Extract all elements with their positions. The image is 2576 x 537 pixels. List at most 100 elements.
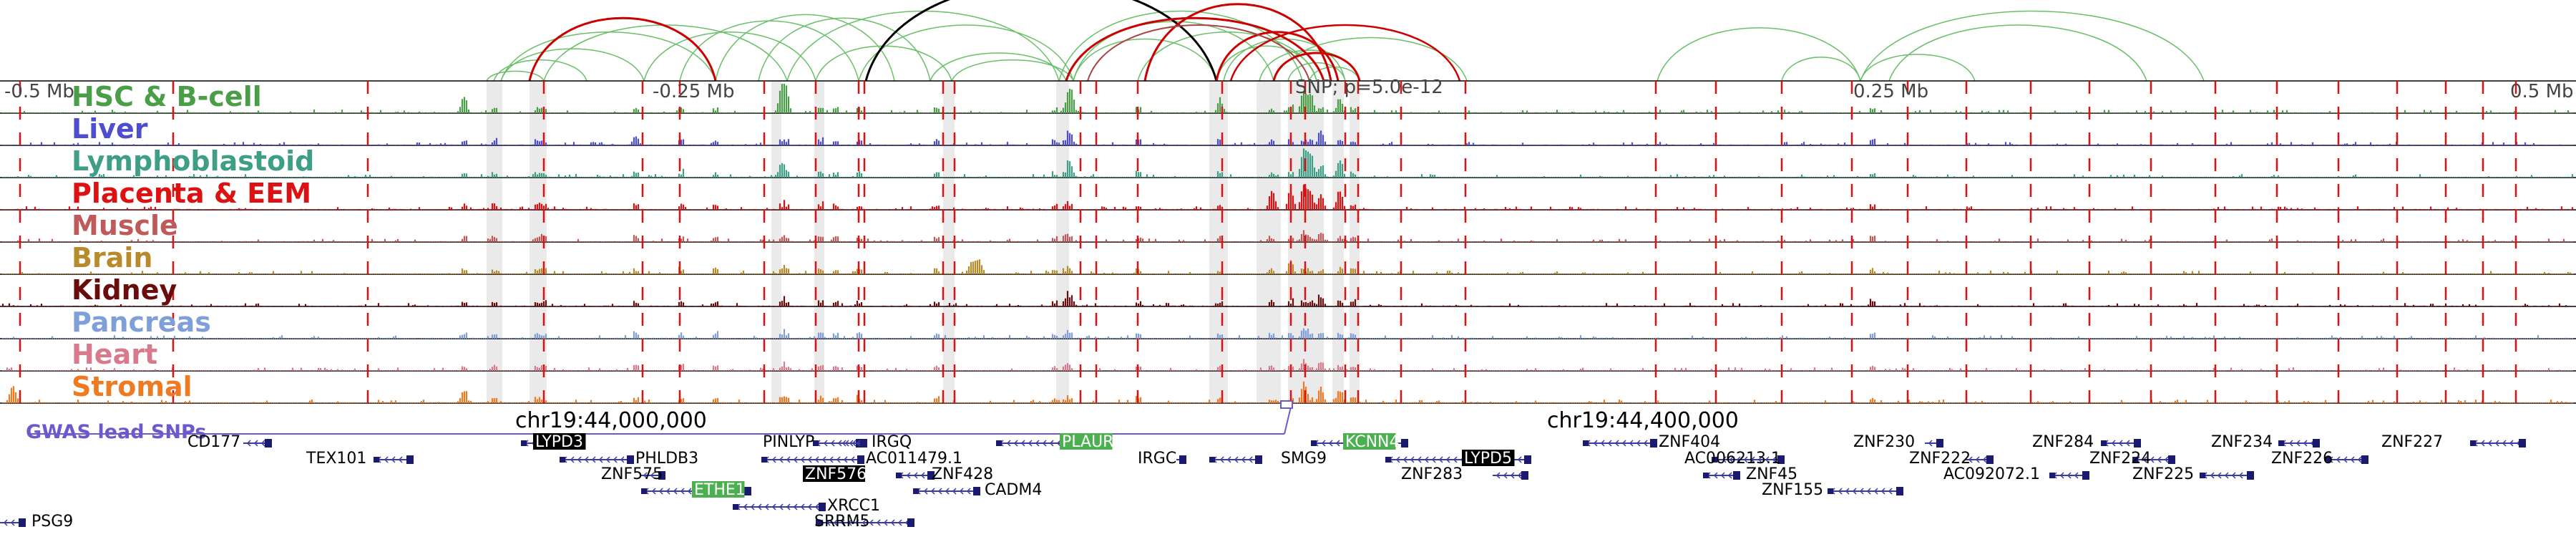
gene-label: PLAUR [1062,433,1113,451]
tad-boundary-lines [19,81,2517,403]
gene-label: PSG9 [31,513,73,531]
snp-pvalue-label: SNP; p=5.0e-12 [1295,77,1443,98]
gwas-lead-snps-label: GWAS lead SNPs [26,421,206,443]
signal-tracks [0,80,2576,404]
gene-psg9: PSG9 [0,513,73,531]
gene-label: KCNN4 [1345,433,1400,451]
chromatin-loop-arc [1781,57,1861,82]
track-label: Lymphoblastoid [72,145,314,177]
track-label: Liver [72,113,148,145]
chromatin-loop-arc [1065,16,1325,82]
gwas-snp-marker [1280,400,1293,409]
gene-irgc: IRGC [1138,450,1186,468]
gene-label: LYPD3 [535,433,583,451]
chromatin-loop-arc [1215,31,1340,82]
track-pancreas [0,328,2576,339]
chromatin-loop-arc [758,17,931,82]
chromatin-loop-arc [1087,24,1310,82]
gene-label: AC092072.1 [1943,465,2040,483]
chromatin-loop-arc [493,59,587,82]
gene-znf224: ZNF224 [2089,450,2175,468]
gene-znf227: ZNF227 [2381,433,2526,451]
gene-label: ZNF404 [1659,433,1720,451]
gene-label: ZNF230 [1853,433,1915,451]
track-label: Muscle [72,210,178,241]
track-label: Pancreas [72,306,211,338]
gene-srrm5: SRRM5 [814,513,914,531]
gene-label: PINLYP [763,433,814,451]
chromatin-loop-arc [643,32,816,82]
chromatin-loop-arc [679,20,859,82]
gene-label: AC011479.1 [866,450,962,468]
chromatin-loop-arc [858,24,1074,82]
track-kidney [0,291,2576,307]
chromatin-loop-arc [951,59,1074,82]
chromatin-loop-arc [815,45,952,82]
chromatin-loop-arc [930,52,1067,82]
gene-ac092072.1: AC092072.1 [1943,465,2089,483]
gene-tex101: TEX101 [306,450,414,468]
gene-label: IRGQ [872,433,912,451]
gene-znf404: ZNF404 [1583,433,1720,451]
track-label: Heart [72,339,157,370]
gene-irgq: IRGQ [839,433,912,451]
gene-kcnn4: KCNN4 [1311,433,1408,451]
gene-label: ZNF283 [1401,465,1463,483]
track-label: HSC & B-cell [72,81,262,112]
gene-label: ZNF155 [1762,481,1823,499]
axis-tick-right: 0.5 Mb [2510,81,2574,102]
gene-znf575: ZNF575 [601,465,665,483]
axis-tick-mid-right: 0.25 Mb [1853,81,1928,102]
chromatin-loop-arc [1860,10,2205,82]
gene-label: ETHE1 [694,481,746,499]
gene-znf155: ZNF155 [1762,481,1903,499]
gene-label: ZNF428 [932,465,993,483]
gene-label: IRGC [1138,450,1176,468]
chromatin-loop-arc [1073,38,1217,82]
gene-lypd3: LYPD3 [521,433,586,451]
gene-pinlyp: PINLYP [763,433,863,451]
gene-znf284: ZNF284 [2032,433,2141,451]
gene-znf45: ZNF45 [1703,465,1797,483]
track-placenta-eem [0,184,2576,211]
track-lymphoblastoid [0,148,2576,178]
axis-tick-left: -0.5 Mb [4,81,74,102]
gene-label: ZNF284 [2032,433,2094,451]
gene-lypd5: LYPD5 [1385,450,1531,468]
gene-cd177: CD177 [187,433,272,451]
gene-label: LYPD5 [1464,450,1512,468]
gene-label: SRRM5 [814,513,870,531]
chromatin-loop-arc [1888,24,2147,82]
chromatin-loop-arc [1657,27,1861,82]
gene-label: ZNF227 [2381,433,2443,451]
track-label: Placenta & EEM [72,178,311,209]
chromatin-loop-arc [1287,62,1346,82]
gene-xrcc1: XRCC1 [733,497,880,515]
gene-label: XRCC1 [827,497,880,515]
gene-label: CADM4 [985,481,1042,499]
gene-label: ZNF225 [2132,465,2194,483]
track-labels: HSC & B-cellLiverLymphoblastoidPlacenta … [72,81,314,402]
gene-znf225: ZNF225 [2132,465,2254,483]
track-heart [0,359,2576,372]
chromatin-loop-arc [528,16,717,82]
chromatin-loop-arc [1273,37,1468,82]
gene-label: AC006213.1 [1684,450,1781,468]
gene-ac006213.1: AC006213.1 [1684,450,1785,468]
gene-label: ZNF45 [1746,465,1797,483]
gene-phldb3: PHLDB3 [560,450,698,468]
gene-znf226: ZNF226 [2271,450,2368,468]
chromatin-loop-arc [786,10,1060,82]
gene-znf428: ZNF428 [896,465,993,483]
track-label: Brain [72,242,152,274]
chromatin-loop-arc [486,70,545,82]
gene-label: SMG9 [1281,450,1327,468]
gene-label: CD177 [187,433,240,451]
chromatin-loop-arc [1229,24,1461,82]
gene-label: ZNF222 [1909,450,1971,468]
chromatin-loop-arc [715,14,895,82]
gene-smg9: SMG9 [1209,450,1327,468]
chromatin-loop-arc [1223,38,1346,82]
gene-znf222: ZNF222 [1909,450,1994,468]
